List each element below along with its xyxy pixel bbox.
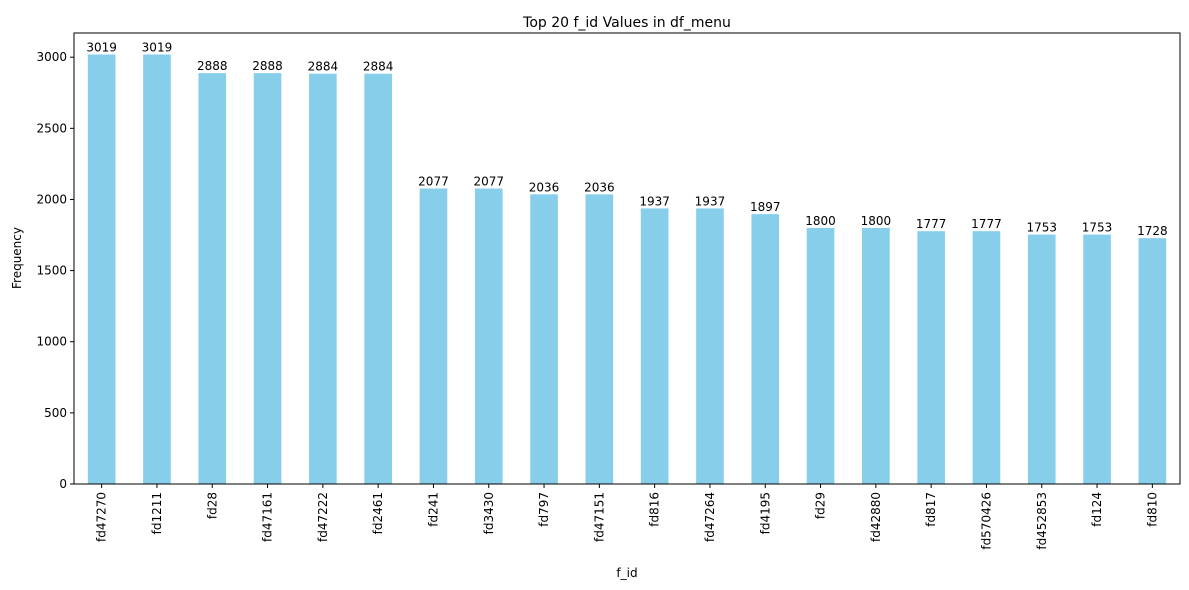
bar-fd810 [1138,238,1167,484]
x-tick-label: fd47161 [261,492,275,542]
bar-fd452853 [1027,234,1056,484]
x-tick-label: fd2461 [371,492,385,534]
bar-value-label: 1897 [750,200,781,214]
y-tick-label: 3000 [36,50,67,64]
bar-value-label: 1728 [1137,224,1168,238]
bar-fd4195 [751,214,780,484]
x-tick-label: fd3430 [482,492,496,534]
x-tick-label: fd452853 [1035,492,1049,550]
bar-fd29 [806,227,835,484]
bar-value-label: 1800 [861,214,892,228]
bar-fd124 [1083,234,1111,484]
x-tick-label: fd4195 [758,492,772,534]
bar-value-label: 2884 [363,60,394,74]
x-tick-label: fd241 [426,492,440,527]
x-tick-label: fd47222 [316,492,330,542]
y-axis: 0 500 1000 1500 2000 2500 3000 [36,50,74,491]
x-tick-label: fd816 [648,492,662,527]
x-axis: fd47270 fd1211 fd28 fd47161 fd47222 fd2461 fd2… [95,484,1159,550]
bar-fd816 [640,208,669,484]
x-tick-label: fd124 [1090,492,1104,527]
bar-value-label: 2036 [584,180,615,194]
bar-value-label: 1937 [639,194,670,208]
x-tick-label: fd42880 [869,492,883,542]
bar-labels-group: 3019 3019 2888 2888 2884 2884 2077 2077 2036 2036… [86,40,1167,238]
bars-group [87,54,1167,485]
bar-fd3430 [474,188,503,485]
x-tick-label: fd47264 [703,492,717,542]
y-tick-label: 0 [59,477,67,491]
bar-value-label: 1777 [916,217,947,231]
bar-value-label: 1777 [971,217,1002,231]
bar-value-label: 3019 [142,40,173,54]
x-tick-label: fd1211 [150,492,164,534]
y-tick-label: 2000 [36,192,67,206]
bar-fd28 [198,73,227,484]
x-tick-label: fd817 [924,492,938,527]
bar-value-label: 2077 [473,175,504,189]
bar-fd47161 [253,73,282,484]
x-tick-label: fd797 [537,492,551,527]
bar-value-label: 1800 [805,214,836,228]
y-tick-label: 500 [44,406,67,420]
bar-fd42880 [862,227,890,484]
x-axis-title: f_id [616,566,637,580]
bar-fd797 [530,194,558,485]
x-tick-label: fd47151 [592,492,606,542]
bar-fd570426 [972,231,1001,484]
bar-value-label: 2888 [252,59,283,73]
bar-value-label: 2884 [308,60,339,74]
bar-value-label: 1753 [1026,221,1057,235]
bar-fd47264 [696,208,724,484]
bar-fd47222 [309,73,337,485]
y-tick-label: 2500 [36,121,67,135]
bar-fd1211 [143,54,171,484]
bar-fd47151 [585,194,614,485]
plot-frame [73,32,1181,485]
x-tick-label: fd570426 [979,492,993,550]
bar-value-label: 2888 [197,59,228,73]
bar-fd47270 [87,54,116,484]
bar-fd817 [917,231,945,484]
x-tick-label: fd29 [814,492,828,519]
y-tick-label: 1500 [36,264,67,278]
bar-value-label: 3019 [86,40,117,54]
bar-value-label: 2036 [529,180,560,194]
y-axis-title: Frequency [10,227,24,289]
bar-value-label: 1753 [1082,221,1113,235]
bar-fd241 [419,188,448,485]
x-tick-label: fd28 [205,492,219,519]
bar-value-label: 2077 [418,175,449,189]
chart-title: Top 20 f_id Values in df_menu [522,15,731,31]
x-tick-label: fd810 [1145,492,1159,527]
bar-value-label: 1937 [695,194,726,208]
bar-fd2461 [364,73,392,485]
y-tick-label: 1000 [36,335,67,349]
x-tick-label: fd47270 [95,492,109,542]
